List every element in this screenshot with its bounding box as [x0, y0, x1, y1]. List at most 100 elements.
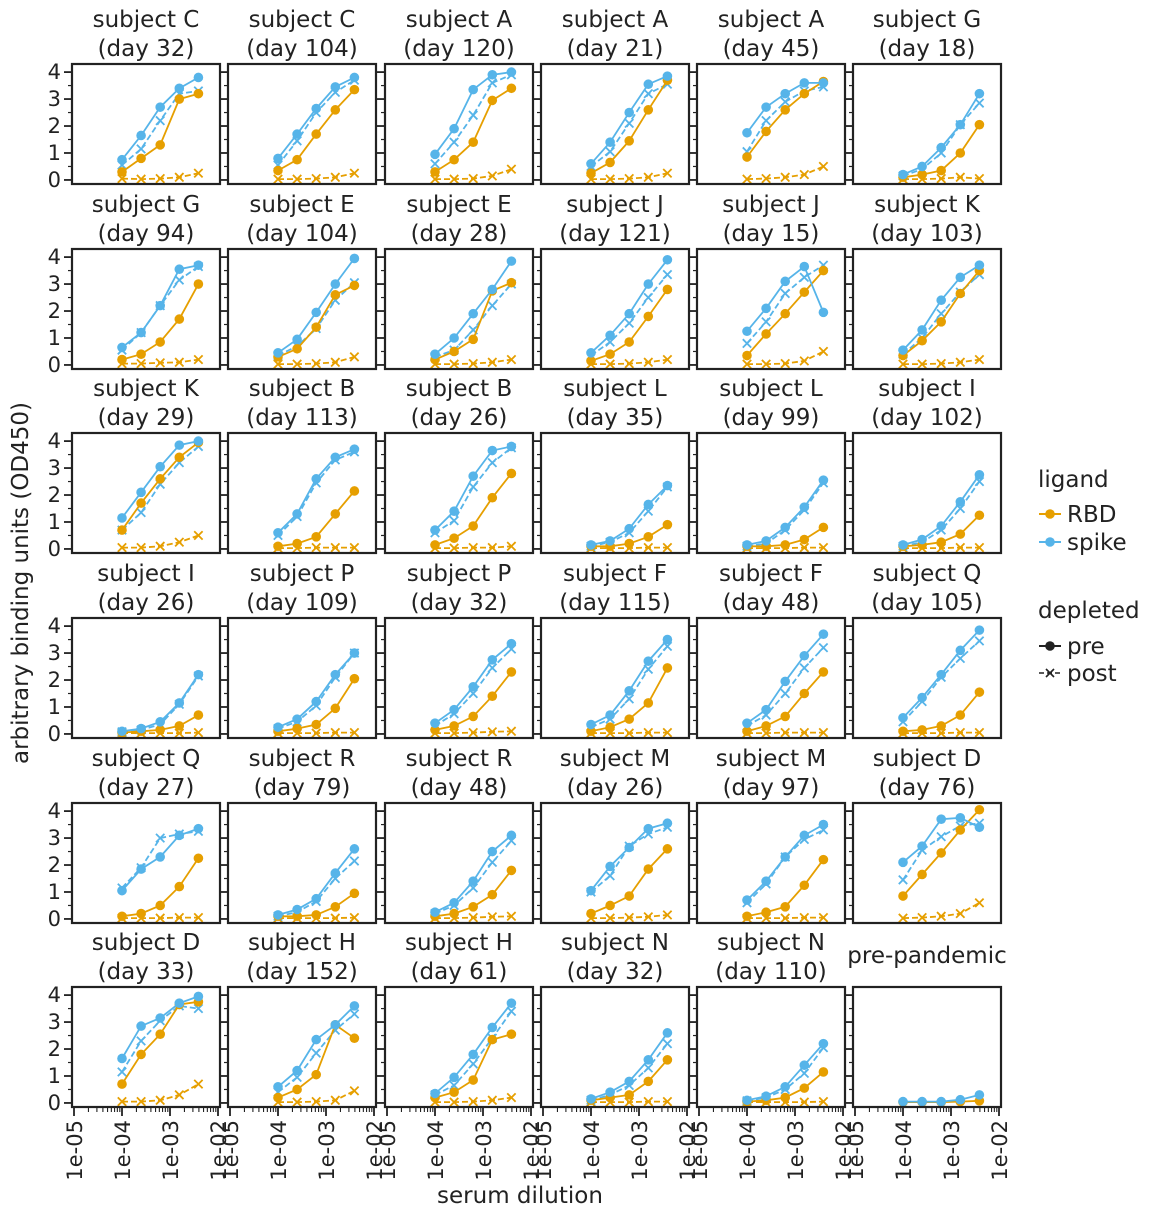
rbd-post-point: [955, 357, 966, 368]
rbd-pre-point: [292, 538, 302, 549]
spike-pre-point: [430, 907, 440, 918]
spike-pre-point: [193, 991, 204, 1002]
spike-pre-point: [136, 723, 146, 734]
y-tick-label: 2: [48, 668, 61, 692]
rbd-pre-point: [349, 486, 360, 496]
spike-post-line: [277, 652, 356, 730]
spike-post-point: [449, 137, 459, 148]
rbd-post-point: [818, 912, 829, 923]
rbd-post-point: [936, 358, 947, 369]
spike-post-point: [624, 118, 635, 129]
spike-pre-point: [174, 440, 185, 450]
x-tick-label: 1e-05: [376, 1120, 400, 1181]
y-tick-label: 2: [48, 853, 61, 877]
rbd-post-point: [155, 541, 166, 552]
spike-pre-point: [799, 502, 810, 512]
spike-pre-point: [955, 496, 966, 507]
rbd-post-point: [818, 346, 829, 357]
x-tick-label: 1e-05: [63, 1120, 87, 1181]
panel-title: (day 45): [723, 36, 820, 62]
panel: subject K (day 29) 0 1 2 3 4: [48, 376, 222, 561]
rbd-post-point: [742, 174, 752, 184]
rbd-post-point: [330, 172, 341, 183]
spike-pre-point: [174, 998, 185, 1008]
rbd-pre-point: [330, 509, 341, 519]
spike-post-point: [799, 1068, 810, 1079]
rbd-pre-point: [349, 888, 360, 899]
panel-title: subject P: [250, 561, 355, 587]
panel: subject D (day 76): [845, 746, 1003, 925]
rbd-pre-point: [780, 540, 791, 550]
panel-title: subject G: [92, 192, 201, 218]
y-tick-label: 3: [48, 826, 61, 850]
panel: subject B (day 113): [220, 376, 378, 555]
spike-pre-point: [761, 876, 771, 887]
spike-pre-point: [799, 1060, 810, 1071]
rbd-pre-point: [818, 265, 829, 276]
panel-title: (day 48): [723, 590, 820, 616]
rbd-pre-point: [155, 1029, 166, 1039]
rbd-pre-point: [506, 468, 517, 479]
panel-title: subject A: [718, 7, 825, 33]
spike-pre-point: [742, 1095, 752, 1106]
spike-post-point: [487, 857, 498, 868]
rbd-pre-point: [330, 902, 341, 912]
spike-pre-point: [273, 1081, 283, 1092]
rbd-pre-line: [121, 283, 200, 361]
x-tick-label: 1e-02: [676, 1120, 700, 1181]
panel-frame: [539, 62, 691, 186]
spike-pre-point: [430, 718, 440, 728]
rbd-pre-point: [917, 169, 927, 180]
rbd-pre-point: [349, 84, 360, 95]
spike-pre-point: [780, 276, 791, 287]
spike-pre-point: [799, 261, 810, 272]
panel: subject A (day 120): [377, 7, 535, 186]
rbd-post-point: [136, 542, 146, 553]
rbd-pre-point: [311, 1069, 322, 1080]
spike-pre-point: [292, 509, 302, 519]
panel-frame: [70, 431, 222, 555]
rbd-pre-point: [311, 129, 322, 139]
spike-pre-point: [818, 629, 829, 639]
rbd-pre-point: [292, 723, 302, 734]
rbd-post-point: [430, 174, 440, 184]
spike-pre-point: [624, 107, 635, 118]
y-tick-label: 4: [48, 614, 61, 638]
panel-title: subject P: [407, 561, 512, 587]
spike-pre-point: [818, 78, 829, 88]
rbd-pre-point: [898, 726, 908, 737]
rbd-pre-point: [136, 498, 146, 508]
panel-title: (day 26): [567, 775, 664, 801]
spike-post-point: [605, 337, 615, 347]
y-tick-label: 0: [48, 353, 61, 377]
spike-pre-point: [780, 1081, 791, 1092]
spike-post-point: [487, 78, 498, 88]
rbd-post-point: [449, 543, 459, 553]
rbd-pre-point: [155, 725, 166, 735]
rbd-pre-point: [780, 711, 791, 722]
rbd-post-point: [117, 542, 127, 553]
spike-post-line: [121, 90, 199, 166]
spike-pre-point: [349, 253, 360, 264]
spike-pre-point: [624, 523, 635, 534]
rbd-pre-point: [430, 540, 440, 550]
panel-title: (day 26): [411, 405, 508, 431]
spike-pre-point: [468, 876, 479, 887]
rbd-pre-point: [174, 314, 185, 324]
rbd-pre-point: [586, 726, 596, 737]
rbd-post-point: [936, 173, 947, 184]
rbd-post-point: [662, 1096, 673, 1107]
rbd-post-point: [349, 1085, 360, 1096]
rbd-pre-line: [590, 848, 669, 915]
rbd-post-point: [917, 912, 927, 923]
rbd-post-point: [349, 912, 360, 923]
spike-post-point: [643, 292, 654, 303]
rbd-pre-point: [780, 308, 791, 319]
panel: subject Q (day 27) 0 1 2 3 4: [48, 746, 222, 931]
panel-frame: [851, 62, 1003, 186]
legend-post-swatch-marker: [1045, 668, 1055, 678]
spike-pre-point: [506, 638, 517, 649]
rbd-post-point: [174, 912, 185, 923]
panel-frame: [539, 801, 691, 925]
